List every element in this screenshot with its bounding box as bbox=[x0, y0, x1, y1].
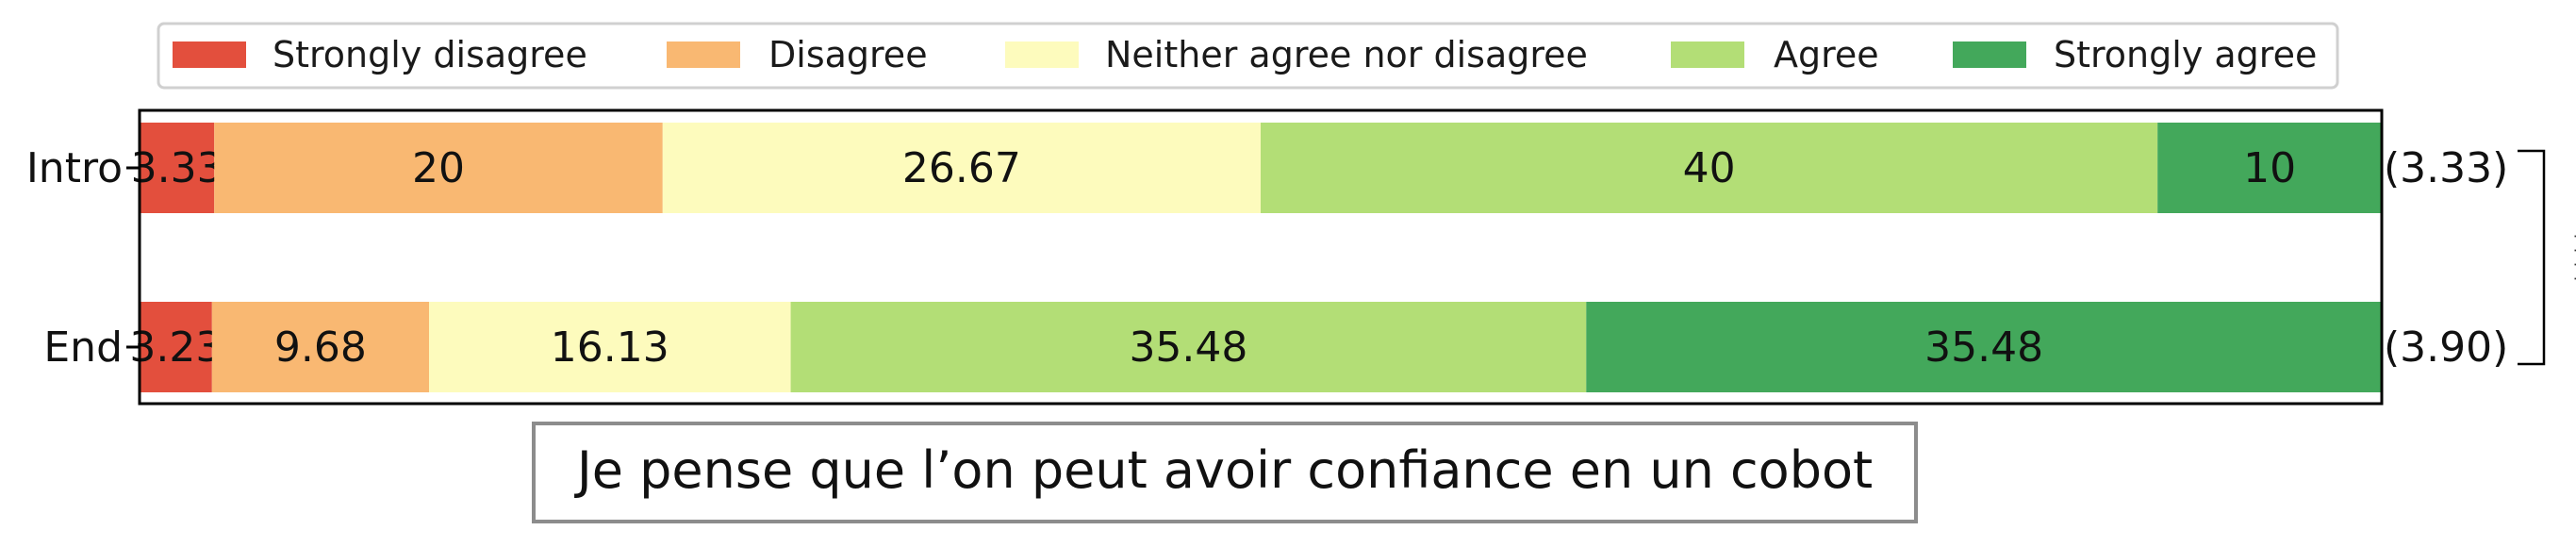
bar-end-agree bbox=[790, 302, 1587, 392]
legend-label-neither-agree-nor-disagree: Neither agree nor disagree bbox=[1105, 34, 1588, 75]
plot-frame bbox=[138, 108, 2384, 406]
title-frame bbox=[532, 422, 1918, 523]
legend-label-agree: Agree bbox=[1774, 34, 1879, 75]
bar-end-strongly-disagree bbox=[140, 302, 212, 392]
data-label-end-disagree: 9.68 bbox=[274, 323, 367, 372]
bar-end-disagree bbox=[211, 302, 429, 392]
legend-swatch-strongly-agree bbox=[1953, 41, 2026, 68]
y-tick-label-intro: Intro bbox=[26, 144, 123, 192]
mean-label-end: (3.90) bbox=[2384, 323, 2508, 372]
chart-title: Je pense que l’on peut avoir confiance e… bbox=[574, 440, 1873, 500]
legend-swatch-strongly-disagree bbox=[173, 41, 246, 68]
data-label-intro-disagree: 20 bbox=[412, 144, 465, 192]
bar-intro-agree bbox=[1261, 123, 2158, 213]
y-tick-label-end: End bbox=[43, 323, 123, 372]
data-label-intro-strongly-agree: 10 bbox=[2243, 144, 2296, 192]
data-label-intro-agree: 40 bbox=[1683, 144, 1736, 192]
bar-intro-neither-agree-nor-disagree bbox=[662, 123, 1261, 213]
legend-swatch-disagree bbox=[667, 41, 740, 68]
bar-end-strongly-agree bbox=[1586, 302, 2382, 392]
bar-intro-disagree bbox=[214, 123, 663, 213]
legend-label-strongly-agree: Strongly agree bbox=[2054, 34, 2317, 75]
legend-frame bbox=[157, 22, 2339, 90]
bar-intro-strongly-agree bbox=[2157, 123, 2382, 213]
data-label-end-strongly-agree: 35.48 bbox=[1924, 323, 2043, 372]
legend-label-strongly-disagree: Strongly disagree bbox=[272, 34, 587, 75]
data-label-end-neither-agree-nor-disagree: 16.13 bbox=[551, 323, 669, 372]
significance-bracket bbox=[2518, 149, 2546, 366]
legend-swatch-neither-agree-nor-disagree bbox=[1005, 41, 1079, 68]
legend-swatch-agree bbox=[1671, 41, 1744, 68]
data-label-end-strongly-disagree: 3.23 bbox=[129, 323, 222, 372]
mean-label-intro: (3.33) bbox=[2384, 144, 2508, 192]
data-label-end-agree: 35.48 bbox=[1129, 323, 1247, 372]
data-label-intro-strongly-disagree: 3.33 bbox=[131, 144, 223, 192]
significance-marker: **** bbox=[2559, 229, 2576, 286]
data-label-intro-neither-agree-nor-disagree: 26.67 bbox=[902, 144, 1021, 192]
bar-intro-strongly-disagree bbox=[140, 123, 215, 213]
legend-label-disagree: Disagree bbox=[768, 34, 928, 75]
bar-end-neither-agree-nor-disagree bbox=[428, 302, 791, 392]
